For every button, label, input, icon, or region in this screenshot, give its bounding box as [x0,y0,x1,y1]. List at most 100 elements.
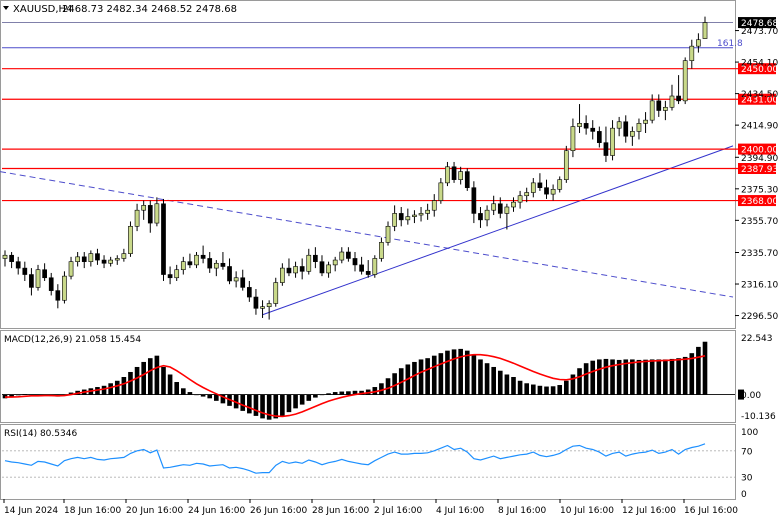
symbol-dropdown-icon[interactable] [3,6,9,10]
price-tick-label: 2414.90 [741,122,778,132]
candle-body [75,256,80,262]
macd-histogram-bar [141,361,146,395]
level-price-label: 2431.00 [741,96,778,106]
time-tick-label: 2 Jul 16:00 [374,506,423,516]
macd-histogram-bar [147,358,153,395]
candle-body [570,126,576,152]
candle-body [471,187,477,214]
support-trendline[interactable] [262,145,734,316]
time-tick-label: 8 Jul 16:00 [498,506,547,516]
macd-histogram-bar [689,353,695,395]
candle-body [365,271,371,275]
time-tick-label: 18 Jun 16:00 [64,506,121,516]
macd-histogram-bar [385,378,391,395]
candle-body [445,166,450,184]
macd-histogram-bar [445,350,450,395]
macd-histogram-bar [590,360,596,395]
candle-body [458,171,464,180]
macd-histogram-bar [412,361,417,395]
candle-body [577,123,582,127]
macd-histogram-bar [557,385,563,395]
macd-histogram-bar [623,359,629,395]
macd-histogram-bar [669,358,675,395]
time-tick-label: 20 Jun 16:00 [126,506,183,516]
candle-body [346,251,351,259]
dashed-trendline[interactable] [0,171,734,298]
macd-histogram-bar [537,385,543,395]
macd-histogram-bar [425,358,430,395]
candle-body [557,179,563,190]
candle-body [431,200,437,211]
current-price-tag [738,17,776,29]
price-tick-label: 2296.50 [741,312,778,322]
macd-histogram-bar [649,359,655,395]
macd-histogram-bar [696,346,701,395]
macd-histogram-bar [339,391,345,395]
candle-body [42,269,47,279]
macd-histogram-bar [597,359,602,395]
macd-tick-label: 22.543 [741,334,773,344]
macd-histogram-bar [286,394,292,413]
candle-body [141,205,147,211]
candle-body [273,282,279,304]
candle-body [220,262,226,267]
macd-histogram-bar [214,394,219,401]
candle-body [405,216,411,221]
macd-histogram-bar [583,363,589,395]
level-price-tag [738,163,776,175]
candle-body [630,131,635,137]
candle-body [623,121,629,137]
time-tick-label: 4 Jul 16:00 [436,506,485,516]
macd-histogram-bar [128,371,133,395]
macd-histogram-bar [306,394,312,401]
macd-histogram-bar [517,380,523,395]
candle-body [154,203,160,224]
macd-histogram-bar [630,359,635,395]
level-price-tag [738,93,776,105]
candle-body [227,266,232,282]
candle-body [48,277,54,291]
candle-body [29,274,34,288]
macd-histogram-bar [299,394,305,405]
macd-histogram-bar [702,341,708,395]
candle-body [207,258,213,269]
candle-body [95,253,100,261]
candle-body [682,60,688,102]
candle-body [62,275,67,301]
candle-body [583,123,589,129]
macd-histogram-bar [392,373,397,395]
candle-body [108,259,114,264]
macd-histogram-bar [643,359,648,395]
candle-body [352,258,358,266]
candle-body [240,277,246,288]
candle-body [425,209,430,214]
macd-histogram-bar [676,358,681,395]
time-tick-label: 26 Jun 16:00 [250,506,307,516]
price-tick-label: 2316.10 [741,281,778,291]
macd-histogram-bar [174,382,180,395]
macd-histogram-bar [564,380,569,395]
macd-histogram-bar [319,394,325,396]
macd-histogram-bar [313,394,318,398]
candle-body [134,209,140,227]
macd-histogram-bar [200,394,206,397]
time-tick-label: 10 Jul 16:00 [560,506,614,516]
candle-body [319,261,325,274]
candle-body [22,267,28,275]
macd-histogram-bar [154,355,160,395]
candle-body [517,195,523,203]
macd-histogram-bar [372,387,378,395]
macd-histogram-bar [616,359,622,395]
candle-body [537,182,543,188]
macd-histogram-bar [464,350,470,395]
macd-histogram-bar [161,366,166,395]
fibonacci-label: 161.8 [717,39,743,49]
level-price-tag [738,195,776,207]
candle-body [326,264,331,274]
level-price-label: 2387.93 [741,165,778,175]
candle-body [147,205,153,224]
macd-histogram-bar [379,383,384,395]
macd-histogram-bar [663,359,668,395]
macd-histogram-bar [22,394,28,395]
